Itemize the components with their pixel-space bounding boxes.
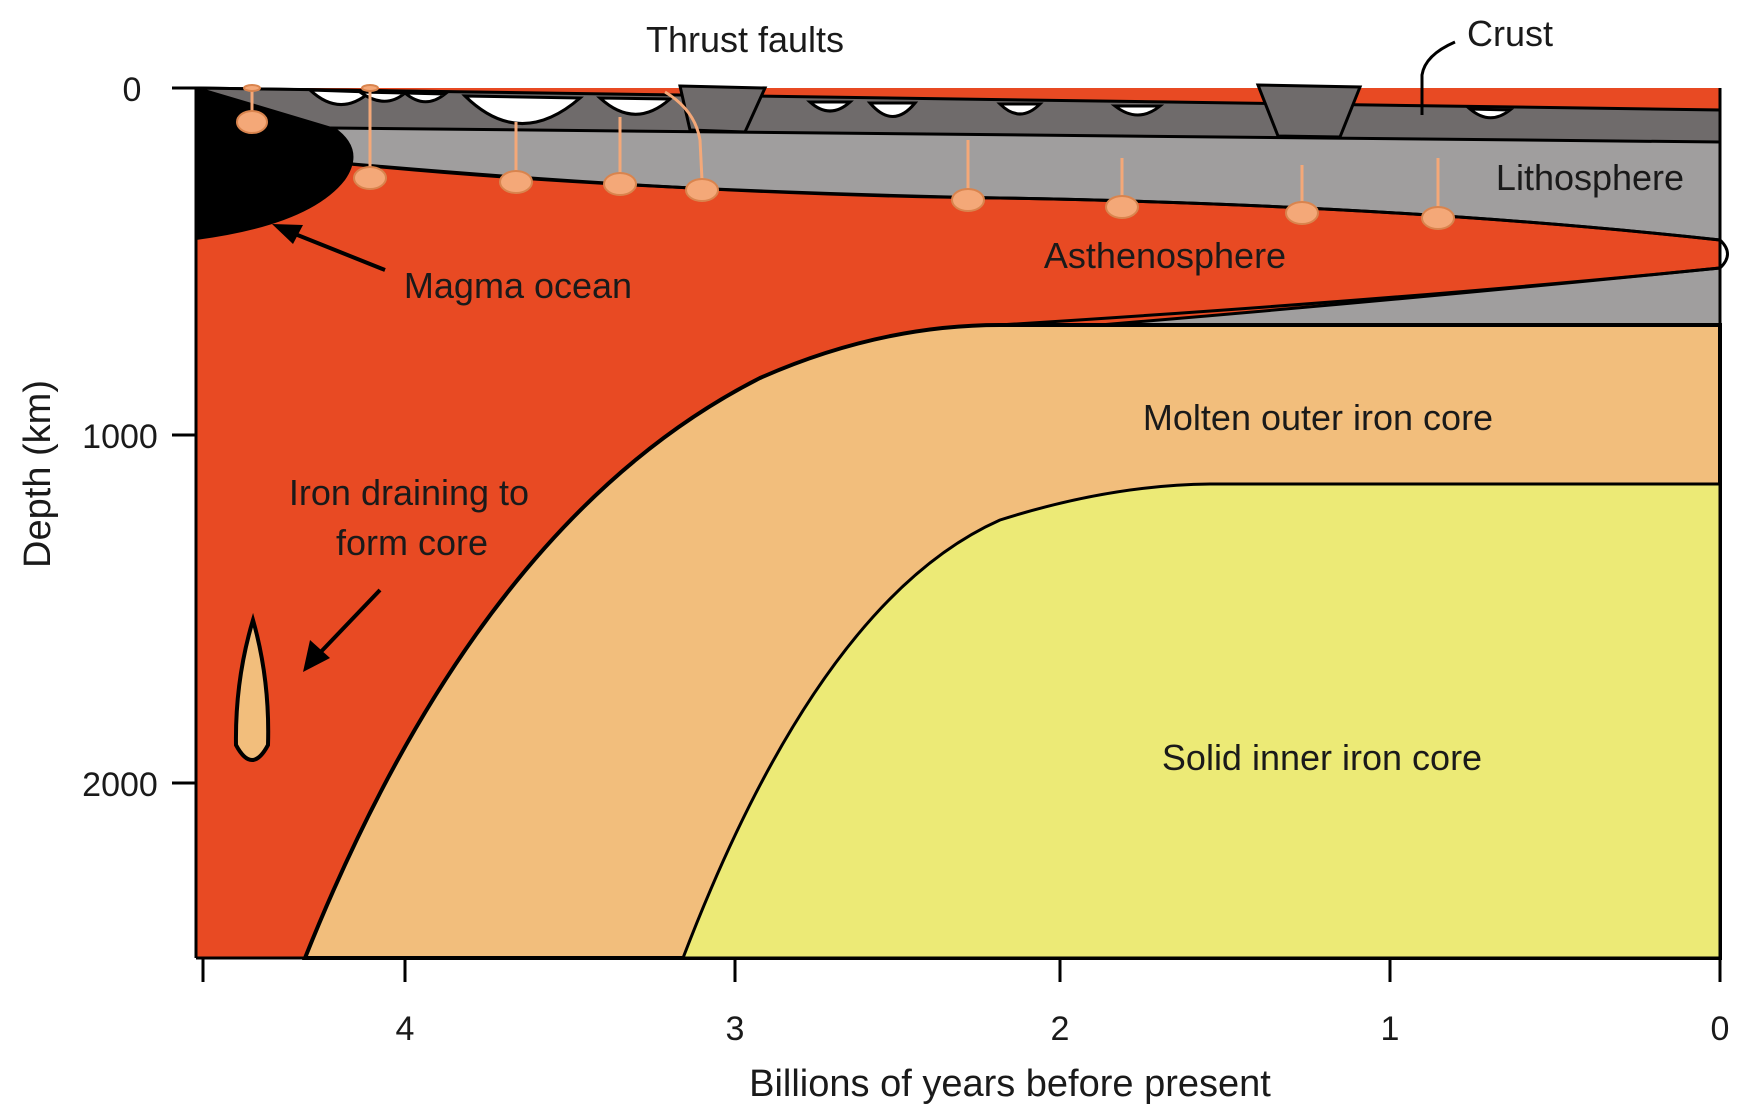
molten-outer-core-label: Molten outer iron core bbox=[1143, 397, 1493, 438]
thrust-fault-block-1 bbox=[678, 84, 768, 134]
x-tick-label: 1 bbox=[1381, 1010, 1400, 1048]
inner-core-region bbox=[680, 482, 1722, 960]
y-axis-title: Depth (km) bbox=[17, 380, 59, 568]
iron-draining-label-line1: Iron draining to bbox=[289, 472, 529, 513]
asthenosphere-tongue-line bbox=[329, 160, 1729, 327]
x-tick-label: 2 bbox=[1051, 1010, 1070, 1048]
y-tick-label: 1000 bbox=[82, 418, 158, 456]
y-axis bbox=[172, 86, 198, 958]
x-tick-label: 3 bbox=[726, 1010, 745, 1048]
y-tick-label: 0 bbox=[123, 71, 142, 109]
diapirs bbox=[250, 88, 1440, 210]
x-axis bbox=[196, 88, 1722, 982]
x-tick-label: 0 bbox=[1711, 1010, 1730, 1048]
magma-ocean-region bbox=[196, 88, 354, 240]
thrust-faults-label: Thrust faults bbox=[646, 19, 844, 60]
crust-basins bbox=[306, 88, 1515, 125]
crust-label: Crust bbox=[1467, 13, 1553, 54]
asthenosphere-label: Asthenosphere bbox=[1044, 235, 1286, 276]
lithosphere-label: Lithosphere bbox=[1496, 157, 1684, 198]
x-axis-title: Billions of years before present bbox=[749, 1063, 1271, 1105]
iron-draining-label-line2: form core bbox=[336, 522, 488, 563]
iron-droplet bbox=[233, 612, 271, 762]
solid-inner-core-label: Solid inner iron core bbox=[1162, 737, 1482, 778]
y-tick-label: 2000 bbox=[82, 766, 158, 804]
crust-pointer-line bbox=[1420, 40, 1456, 115]
diapir-blobs bbox=[236, 84, 1455, 230]
iron-draining-arrow bbox=[303, 588, 382, 672]
thrust-fault-block-2 bbox=[1255, 83, 1363, 139]
x-tick-label: 4 bbox=[396, 1010, 415, 1048]
magma-ocean-arrow bbox=[272, 224, 386, 272]
magma-ocean-label: Magma ocean bbox=[404, 265, 632, 306]
